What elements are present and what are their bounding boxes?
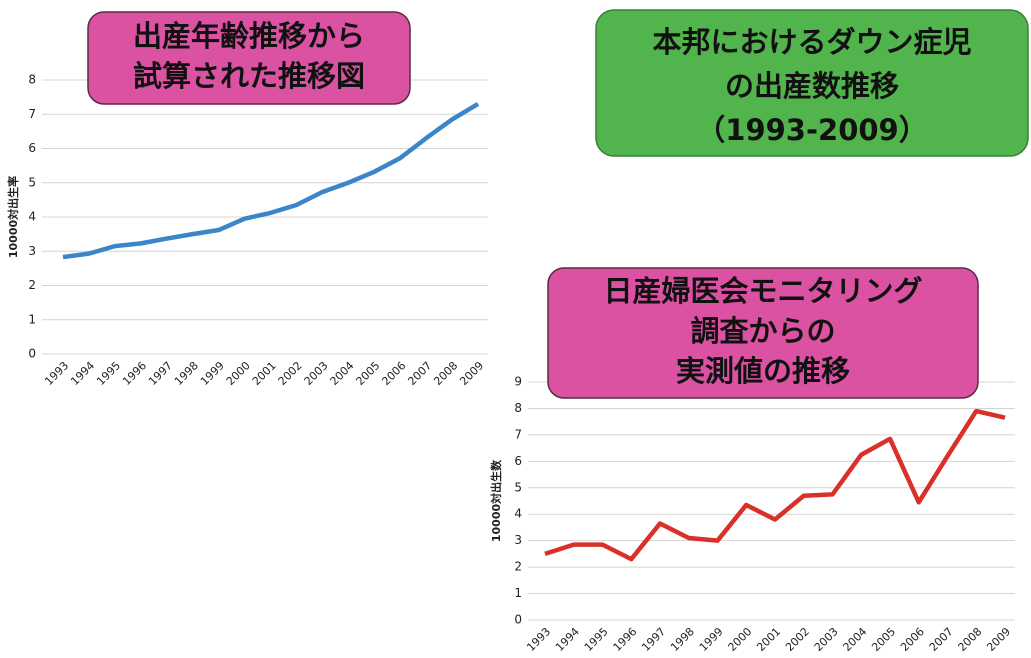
x-tick-label: 1999 <box>697 625 726 654</box>
x-tick-label: 1998 <box>172 359 201 388</box>
x-tick-label: 2001 <box>250 359 279 388</box>
x-tick-label: 2000 <box>726 625 755 654</box>
chart-title: 日産婦医会モニタリング <box>603 274 922 308</box>
chart-title: 実測値の推移 <box>676 354 850 388</box>
y-tick-label: 4 <box>28 210 36 224</box>
y-tick-label: 4 <box>514 507 522 521</box>
y-tick-label: 8 <box>514 401 522 415</box>
x-tick-label: 1995 <box>94 359 123 388</box>
y-tick-label: 8 <box>28 73 36 87</box>
line <box>544 408 1006 562</box>
y-tick-label: 9 <box>514 375 522 389</box>
x-tick-label: 1997 <box>146 359 175 388</box>
chart-title-box <box>547 267 979 399</box>
x-tick-label: 2005 <box>354 359 383 388</box>
x-tick-label: 1993 <box>524 625 553 654</box>
y-tick-label: 6 <box>28 141 36 155</box>
x-tick-label: 2006 <box>898 625 927 654</box>
x-tick-label: 2009 <box>457 359 486 388</box>
slide-title: （1993-2009） <box>696 113 927 147</box>
y-tick-label: 2 <box>28 278 36 292</box>
x-tick-label: 2007 <box>405 359 434 388</box>
y-axis-label: 10000対出生率 <box>6 176 20 258</box>
x-tick-label: 1999 <box>198 359 227 388</box>
chart-title: 調査からの <box>690 314 835 348</box>
x-tick-label: 2008 <box>956 625 985 654</box>
y-tick-label: 0 <box>28 347 36 361</box>
x-tick-label: 1995 <box>582 625 611 654</box>
y-tick-label: 6 <box>514 454 522 468</box>
chart-title-box <box>87 11 411 105</box>
x-tick-label: 2005 <box>869 625 898 654</box>
chart: 0123456781993199419951996199719981999200… <box>6 11 488 388</box>
slide-title: の出産数推移 <box>725 69 899 103</box>
slide-title-box <box>595 9 1029 157</box>
y-tick-label: 1 <box>28 312 36 326</box>
x-tick-label: 1996 <box>120 359 149 388</box>
y-tick-label: 7 <box>28 107 36 121</box>
x-tick-label: 2004 <box>328 359 357 388</box>
x-tick-label: 1994 <box>553 625 582 654</box>
x-tick-label: 1993 <box>42 359 71 388</box>
y-tick-label: 7 <box>514 427 522 441</box>
x-tick-label: 2009 <box>984 625 1013 654</box>
x-tick-label: 2006 <box>379 359 408 388</box>
y-tick-label: 3 <box>28 244 36 258</box>
x-tick-label: 2002 <box>276 359 305 388</box>
y-tick-label: 0 <box>514 613 522 627</box>
chart-title: 出産年齢推移から <box>133 19 365 53</box>
chart-title: 試算された推移図 <box>133 59 365 93</box>
y-tick-label: 2 <box>514 560 522 574</box>
x-tick-label: 2004 <box>841 625 870 654</box>
x-tick-label: 1996 <box>611 625 640 654</box>
x-tick-label: 1994 <box>68 359 97 388</box>
x-tick-label: 2008 <box>431 359 460 388</box>
y-tick-label: 3 <box>514 533 522 547</box>
y-tick-label: 1 <box>514 586 522 600</box>
x-tick-label: 2001 <box>754 625 783 654</box>
y-tick-label: 5 <box>28 175 36 189</box>
x-tick-label: 2003 <box>812 625 841 654</box>
x-tick-label: 2002 <box>783 625 812 654</box>
line <box>62 102 480 260</box>
x-tick-label: 1997 <box>639 625 668 654</box>
x-tick-label: 2000 <box>224 359 253 388</box>
y-tick-label: 5 <box>514 480 522 494</box>
x-tick-label: 2007 <box>927 625 956 654</box>
slide-title: 本邦におけるダウン症児 <box>652 25 971 59</box>
y-axis-label: 10000対出生数 <box>489 459 503 542</box>
x-tick-label: 1998 <box>668 625 697 654</box>
x-tick-label: 2003 <box>302 359 331 388</box>
